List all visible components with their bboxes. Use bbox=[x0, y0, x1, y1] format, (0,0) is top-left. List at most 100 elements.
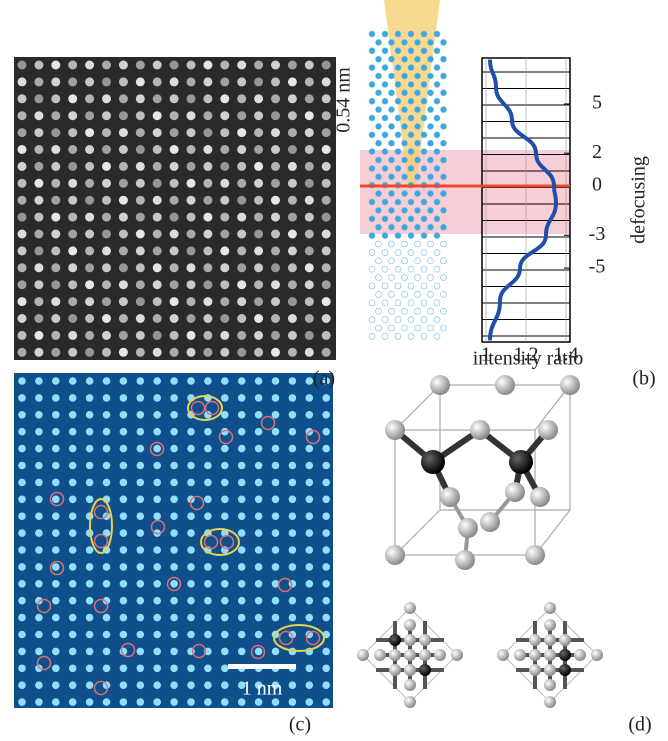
atom bbox=[395, 333, 401, 339]
atom-spot bbox=[170, 77, 179, 86]
atom-spot bbox=[306, 614, 314, 622]
atom-spot bbox=[18, 94, 27, 103]
atom-spot bbox=[34, 246, 43, 255]
atom-spot bbox=[271, 263, 280, 272]
atom-spot bbox=[238, 377, 246, 385]
atom-spot bbox=[289, 377, 297, 385]
atom-spot bbox=[255, 563, 263, 571]
atom-spot bbox=[119, 179, 128, 188]
atom bbox=[408, 98, 414, 104]
atom-spot bbox=[221, 377, 229, 385]
atom bbox=[434, 132, 440, 138]
atom-spot bbox=[204, 479, 212, 487]
atom-spot bbox=[271, 196, 280, 205]
atom bbox=[374, 649, 386, 661]
atom-spot bbox=[137, 479, 145, 487]
atom-spot bbox=[170, 179, 179, 188]
atom-spot bbox=[203, 179, 212, 188]
atom-spot bbox=[187, 479, 195, 487]
atom-spot bbox=[52, 529, 60, 537]
atom-spot bbox=[52, 445, 60, 453]
atom-spot bbox=[52, 665, 60, 673]
atom bbox=[376, 90, 382, 96]
atom-spot bbox=[103, 580, 111, 588]
atom-spot bbox=[221, 394, 229, 402]
atom-spot bbox=[68, 128, 77, 137]
atom-spot bbox=[85, 77, 94, 86]
atom-spot bbox=[322, 246, 331, 255]
atom bbox=[357, 649, 369, 661]
atom-spot bbox=[119, 314, 128, 323]
atom bbox=[408, 115, 414, 121]
atom bbox=[376, 291, 382, 297]
atom-spot bbox=[322, 111, 331, 120]
atom-spot bbox=[271, 314, 280, 323]
atom bbox=[530, 487, 550, 507]
atom-spot bbox=[35, 546, 43, 554]
atom-spot bbox=[187, 445, 195, 453]
atom-spot bbox=[34, 230, 43, 239]
atom-spot bbox=[86, 377, 94, 385]
atom-spot bbox=[170, 496, 178, 504]
atom-spot bbox=[103, 698, 111, 706]
atom-spot bbox=[170, 428, 178, 436]
atom-spot bbox=[255, 580, 263, 588]
atom-spot bbox=[35, 681, 43, 689]
atom-spot bbox=[187, 263, 196, 272]
atom-spot bbox=[69, 563, 77, 571]
atom-spot bbox=[102, 128, 111, 137]
atom bbox=[428, 191, 434, 197]
atom-spot bbox=[254, 162, 263, 171]
atom bbox=[421, 65, 427, 71]
atom bbox=[382, 233, 388, 239]
atom bbox=[408, 300, 414, 306]
atom-spot bbox=[204, 445, 212, 453]
atom bbox=[421, 48, 427, 54]
atom bbox=[495, 375, 515, 395]
atom-spot bbox=[137, 597, 145, 605]
atom-spot bbox=[119, 280, 128, 289]
atom bbox=[389, 325, 395, 331]
atom bbox=[389, 649, 401, 661]
atom-spot bbox=[85, 246, 94, 255]
atom bbox=[434, 149, 440, 155]
atom-spot bbox=[69, 462, 77, 470]
atom-spot bbox=[137, 394, 145, 402]
atom-spot bbox=[137, 377, 145, 385]
atom-spot bbox=[137, 512, 145, 520]
atom-spot bbox=[34, 111, 43, 120]
atom bbox=[395, 81, 401, 87]
atom bbox=[421, 98, 427, 104]
atom-spot bbox=[69, 597, 77, 605]
atom-spot bbox=[34, 61, 43, 70]
atom-spot bbox=[254, 145, 263, 154]
atom-spot bbox=[221, 597, 229, 605]
atom-spot bbox=[18, 631, 26, 639]
atom bbox=[441, 107, 447, 113]
atom bbox=[382, 266, 388, 272]
atom-spot bbox=[18, 597, 26, 605]
atom bbox=[408, 216, 414, 222]
atom bbox=[395, 149, 401, 155]
atom-spot bbox=[136, 348, 145, 357]
atom bbox=[382, 165, 388, 171]
atom bbox=[404, 619, 416, 631]
atom bbox=[434, 115, 440, 121]
atom-spot bbox=[203, 263, 212, 272]
atom-spot bbox=[187, 512, 195, 520]
atom-spot bbox=[204, 512, 212, 520]
atom-spot bbox=[119, 162, 128, 171]
atom bbox=[395, 249, 401, 255]
crystal-model bbox=[357, 375, 603, 708]
atom bbox=[408, 333, 414, 339]
atom-spot bbox=[120, 462, 128, 470]
atom-spot bbox=[272, 428, 280, 436]
atom-spot bbox=[204, 681, 212, 689]
atom-spot bbox=[136, 111, 145, 120]
atom bbox=[434, 649, 446, 661]
atom-spot bbox=[18, 580, 26, 588]
atom-spot bbox=[102, 230, 111, 239]
atom bbox=[421, 115, 427, 121]
atom bbox=[402, 241, 408, 247]
atom-spot bbox=[68, 280, 77, 289]
